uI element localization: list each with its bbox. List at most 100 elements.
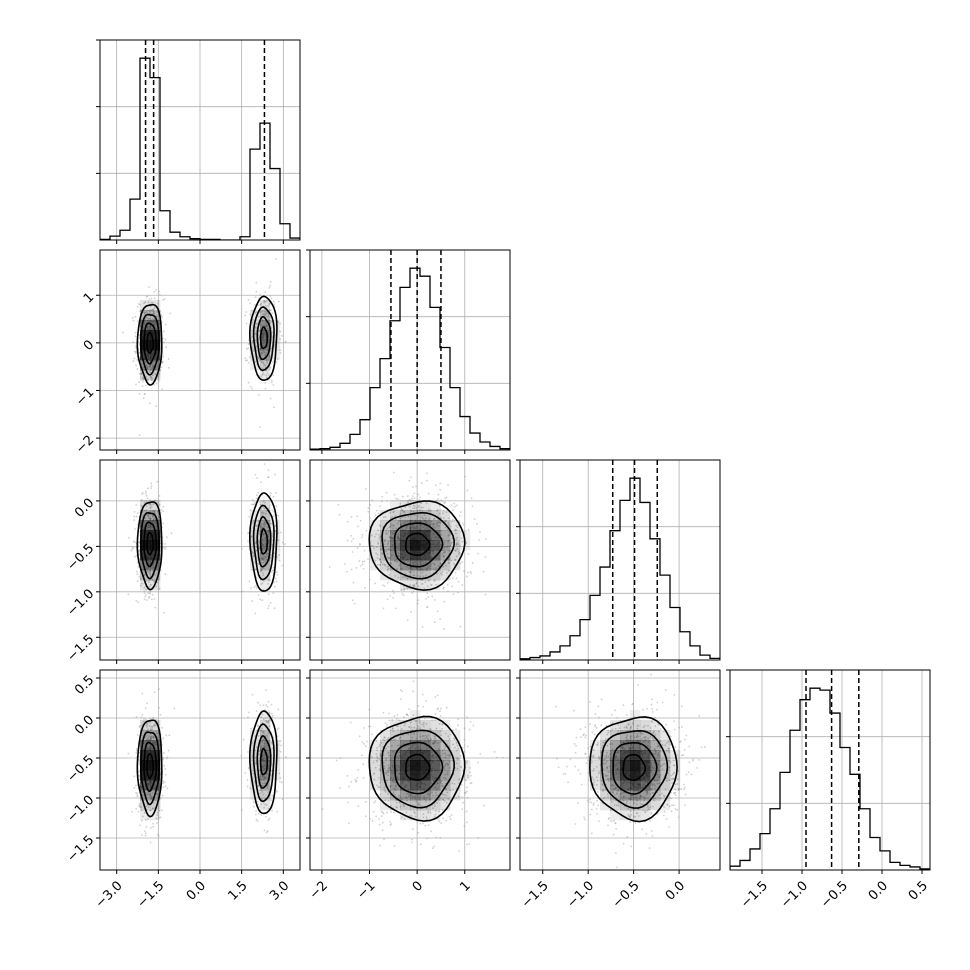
sample-point xyxy=(456,526,459,529)
density-cell xyxy=(150,780,161,791)
sample-point xyxy=(245,359,247,362)
sample-point xyxy=(150,375,153,378)
sample-point xyxy=(261,351,264,354)
sample-point xyxy=(350,516,353,518)
sample-point xyxy=(442,785,445,787)
sample-point xyxy=(393,510,396,513)
density-cell xyxy=(270,340,281,351)
sample-point xyxy=(259,729,262,731)
sample-point xyxy=(259,426,262,428)
sample-point xyxy=(388,536,391,538)
sample-point xyxy=(272,383,275,386)
sample-point xyxy=(268,374,270,377)
sample-point xyxy=(155,724,157,727)
sample-point xyxy=(454,746,456,749)
sample-point xyxy=(137,810,140,813)
sample-point xyxy=(131,316,134,319)
sample-point xyxy=(150,482,153,485)
sample-point xyxy=(444,756,447,759)
sample-point xyxy=(467,553,470,555)
sample-point xyxy=(268,718,271,721)
sample-point xyxy=(425,597,427,600)
sample-point xyxy=(407,729,409,732)
density-cell xyxy=(430,750,441,761)
sample-point xyxy=(363,549,366,552)
sample-point xyxy=(442,549,444,552)
sample-point xyxy=(397,498,400,501)
sample-point xyxy=(134,315,137,318)
sample-point xyxy=(254,339,257,342)
sample-point xyxy=(383,739,386,742)
sample-point xyxy=(363,560,366,563)
sample-point xyxy=(418,504,421,507)
density-cell xyxy=(400,790,411,801)
sample-point xyxy=(463,792,466,795)
sample-point xyxy=(277,514,279,517)
sample-point xyxy=(433,517,436,520)
density-cell xyxy=(430,780,441,791)
sample-point xyxy=(260,557,263,560)
sample-point xyxy=(148,572,151,575)
sample-point xyxy=(137,320,140,323)
sample-point xyxy=(138,725,141,727)
sample-point xyxy=(448,550,451,552)
sample-point xyxy=(145,724,148,727)
sample-point xyxy=(248,580,251,583)
sample-point xyxy=(400,698,402,701)
density-cell xyxy=(400,550,411,561)
joint-panel-2-3 xyxy=(516,669,721,874)
density-cell xyxy=(260,540,271,551)
sample-point xyxy=(264,537,267,540)
sample-point xyxy=(451,788,454,791)
sample-point xyxy=(263,742,266,745)
sample-point xyxy=(278,559,281,562)
sample-point xyxy=(265,559,268,561)
sample-point xyxy=(437,707,440,710)
density-cell xyxy=(400,760,411,771)
sample-point xyxy=(484,593,487,596)
sample-point xyxy=(152,717,154,720)
sample-point xyxy=(433,563,436,565)
sample-point xyxy=(138,303,141,306)
sample-point xyxy=(374,800,377,803)
sample-point xyxy=(383,838,385,841)
sample-point xyxy=(427,510,430,513)
sample-point xyxy=(152,503,155,505)
sample-point xyxy=(262,533,265,536)
sample-point xyxy=(411,795,414,798)
sample-point xyxy=(441,798,444,801)
density-cell xyxy=(410,510,421,521)
sample-point xyxy=(338,513,341,516)
sample-point xyxy=(156,510,159,513)
sample-point xyxy=(385,757,388,760)
sample-point xyxy=(141,714,144,716)
sample-point xyxy=(381,548,383,550)
sample-point xyxy=(138,763,141,766)
density-cell xyxy=(270,520,281,531)
sample-point xyxy=(151,368,154,371)
sample-point xyxy=(268,504,271,507)
sample-point xyxy=(261,741,264,743)
density-cell xyxy=(390,740,401,751)
sample-point xyxy=(446,773,449,776)
sample-point xyxy=(441,785,443,788)
sample-point xyxy=(422,813,425,815)
sample-point xyxy=(397,554,400,557)
sample-point xyxy=(380,500,383,503)
sample-point xyxy=(463,738,466,741)
sample-point xyxy=(162,546,165,549)
sample-point xyxy=(405,796,408,799)
sample-point xyxy=(358,735,361,738)
sample-point xyxy=(263,525,266,528)
sample-point xyxy=(395,806,398,808)
sample-point xyxy=(146,497,149,500)
sample-point xyxy=(248,356,251,359)
density-cell xyxy=(140,720,151,731)
sample-point xyxy=(395,756,398,759)
sample-point xyxy=(148,724,151,727)
density-cell xyxy=(380,540,391,551)
sample-point xyxy=(152,822,155,825)
sample-point xyxy=(434,741,437,744)
sample-point xyxy=(270,379,273,382)
sample-point xyxy=(394,788,397,791)
